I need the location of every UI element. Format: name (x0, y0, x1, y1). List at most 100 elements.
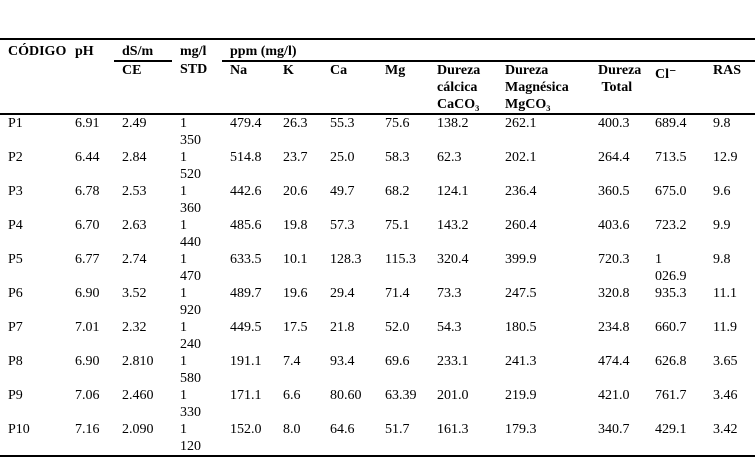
cell-dureza-calcica: 73.3 (437, 286, 462, 301)
cell-k: 19.8 (283, 218, 308, 233)
cell-dureza-total: 403.6 (598, 218, 630, 233)
cell-codigo: P10 (8, 422, 30, 437)
cell-std: 1 120 (180, 422, 201, 454)
cell-std: 1 240 (180, 320, 201, 352)
cell-cl: 689.4 (655, 116, 687, 131)
cell-dureza-magnesica: 219.9 (505, 388, 537, 403)
cell-k: 17.5 (283, 320, 308, 335)
cell-cl: 713.5 (655, 150, 687, 165)
cell-dureza-magnesica: 202.1 (505, 150, 537, 165)
col-header-ce: CE (114, 61, 172, 115)
cell-ras: 11.9 (713, 320, 737, 335)
cell-na: 449.5 (230, 320, 262, 335)
cell-cl: 626.8 (655, 354, 687, 369)
cell-k: 8.0 (283, 422, 301, 437)
cell-k: 23.7 (283, 150, 308, 165)
cell-dureza-calcica: 233.1 (437, 354, 469, 369)
cell-ras: 3.46 (713, 388, 738, 403)
cell-na: 479.4 (230, 116, 262, 131)
cell-dureza-magnesica: 399.9 (505, 252, 537, 267)
cell-dureza-calcica: 138.2 (437, 116, 469, 131)
cell-dureza-total: 264.4 (598, 150, 630, 165)
table-row: P5 6.77 2.74 1 470 633.5 10.1 128.3 115.… (0, 251, 755, 285)
cell-mg: 58.3 (385, 150, 410, 165)
cell-ras: 9.9 (713, 218, 731, 233)
water-analysis-table: CÓDIGO pH dS/m mg/l ppm (mg/l) CE STD Na… (0, 38, 755, 457)
cell-mg: 51.7 (385, 422, 410, 437)
table-body: P1 6.91 2.49 1 350 479.4 26.3 55.3 75.6 … (0, 114, 755, 456)
cell-dureza-total: 474.4 (598, 354, 630, 369)
cell-dureza-calcica: 54.3 (437, 320, 462, 335)
cell-dureza-magnesica: 236.4 (505, 184, 537, 199)
cell-na: 442.6 (230, 184, 262, 199)
cell-mg: 52.0 (385, 320, 410, 335)
cell-codigo: P5 (8, 252, 23, 267)
cell-ras: 12.9 (713, 150, 738, 165)
cell-na: 633.5 (230, 252, 262, 267)
col-header-std: STD (172, 61, 222, 115)
cell-dureza-total: 400.3 (598, 116, 630, 131)
cell-na: 489.7 (230, 286, 262, 301)
cell-dureza-calcica: 201.0 (437, 388, 469, 403)
cell-cl: 935.3 (655, 286, 687, 301)
table-row: P8 6.90 2.810 1 580 191.1 7.4 93.4 69.6 … (0, 353, 755, 387)
cell-k: 7.4 (283, 354, 301, 369)
cell-codigo: P2 (8, 150, 23, 165)
cell-cl: 675.0 (655, 184, 687, 199)
cell-ce: 2.49 (122, 116, 147, 131)
col-header-ppm-group: ppm (mg/l) (222, 39, 755, 62)
cell-mg: 69.6 (385, 354, 410, 369)
cell-ph: 6.91 (75, 116, 100, 131)
col-header-ca: Ca (322, 61, 377, 115)
cell-dureza-calcica: 124.1 (437, 184, 469, 199)
cell-k: 19.6 (283, 286, 308, 301)
table-row: P4 6.70 2.63 1 440 485.6 19.8 57.3 75.1 … (0, 217, 755, 251)
cell-na: 152.0 (230, 422, 262, 437)
cell-dureza-total: 234.8 (598, 320, 630, 335)
table-row: P10 7.16 2.090 1 120 152.0 8.0 64.6 51.7… (0, 421, 755, 456)
col-header-mg: Mg (377, 61, 429, 115)
cell-dureza-calcica: 161.3 (437, 422, 469, 437)
cell-cl: 1 026.9 (655, 252, 687, 284)
cell-ph: 7.16 (75, 422, 100, 437)
col-header-dureza-calcica: Dureza cálcica CaCO₃ (429, 61, 497, 115)
cell-cl: 761.7 (655, 388, 687, 403)
cell-ce: 3.52 (122, 286, 147, 301)
cell-ca: 128.3 (330, 252, 362, 267)
cell-std: 1 580 (180, 354, 201, 386)
cell-ph: 6.70 (75, 218, 100, 233)
cell-ph: 7.06 (75, 388, 100, 403)
cell-cl: 723.2 (655, 218, 687, 233)
header-row-params: CE STD Na K Ca Mg Dureza cálcica CaCO₃ D… (0, 61, 755, 115)
cell-ras: 11.1 (713, 286, 737, 301)
cell-std: 1 440 (180, 218, 201, 250)
cell-std: 1 520 (180, 150, 201, 182)
cell-ce: 2.74 (122, 252, 147, 267)
cell-ca: 64.6 (330, 422, 355, 437)
cell-na: 514.8 (230, 150, 262, 165)
cell-std: 1 350 (180, 116, 201, 148)
cell-ce: 2.090 (122, 422, 154, 437)
cell-ca: 21.8 (330, 320, 355, 335)
cell-codigo: P8 (8, 354, 23, 369)
cell-mg: 71.4 (385, 286, 410, 301)
cell-dureza-magnesica: 179.3 (505, 422, 537, 437)
cell-cl: 429.1 (655, 422, 687, 437)
cell-dureza-magnesica: 241.3 (505, 354, 537, 369)
cell-k: 10.1 (283, 252, 308, 267)
cell-ce: 2.32 (122, 320, 147, 335)
col-header-cl: Cl⁻ (647, 61, 705, 115)
table-row: P2 6.44 2.84 1 520 514.8 23.7 25.0 58.3 … (0, 149, 755, 183)
cell-mg: 68.2 (385, 184, 410, 199)
cell-codigo: P7 (8, 320, 23, 335)
cell-dureza-magnesica: 262.1 (505, 116, 537, 131)
cell-ca: 55.3 (330, 116, 355, 131)
cell-ca: 49.7 (330, 184, 355, 199)
cell-ce: 2.460 (122, 388, 154, 403)
cell-ph: 7.01 (75, 320, 100, 335)
col-header-ph: pH (75, 44, 94, 59)
cell-ce: 2.810 (122, 354, 154, 369)
cell-ph: 6.90 (75, 354, 100, 369)
cell-dureza-calcica: 143.2 (437, 218, 469, 233)
cell-std: 1 330 (180, 388, 201, 420)
